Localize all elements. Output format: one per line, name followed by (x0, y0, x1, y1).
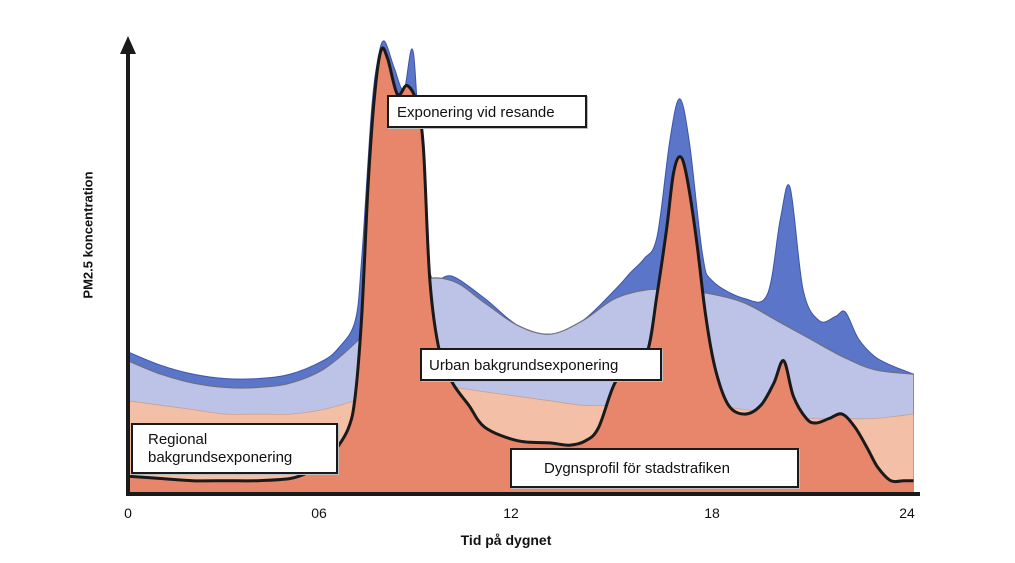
x-tick-label: 24 (899, 505, 915, 521)
urban-annotation: Urban bakgrundsexponering (420, 348, 662, 381)
traffic-profile-line (127, 46, 914, 484)
regional-annotation-line2: bakgrundsexponering (148, 449, 293, 466)
x-axis-label: Tid på dygnet (460, 532, 552, 548)
regional-annotation: Regional bakgrundsexponering (131, 423, 338, 474)
regional-annotation-line1: Regional (148, 431, 208, 448)
x-tick-label: 12 (503, 505, 519, 521)
x-tick-label: 06 (311, 505, 327, 521)
y-axis-arrow-icon (120, 36, 136, 54)
traffic-profile-area (128, 47, 914, 494)
x-tick-label: 18 (704, 505, 720, 521)
exposure-annotation: Exponering vid resande (387, 95, 587, 128)
x-tick-label: 0 (124, 505, 132, 521)
y-axis-label: PM2.5 koncentration (80, 171, 96, 299)
traffic-annotation: Dygnsprofil för stadstrafiken (510, 448, 799, 488)
urban-background-line (127, 277, 914, 389)
